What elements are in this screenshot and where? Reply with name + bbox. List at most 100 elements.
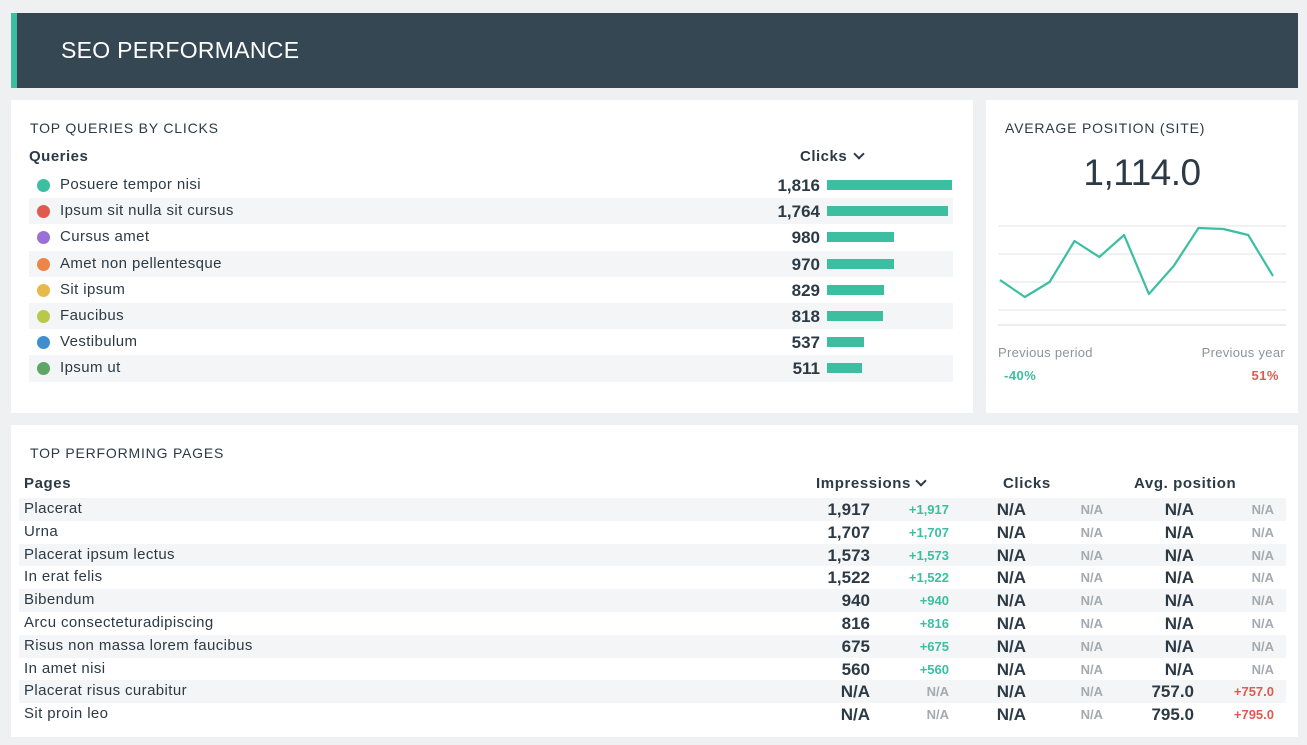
avg-position-value: 795.0 (1151, 705, 1194, 725)
clicks-change: N/A (1080, 524, 1103, 540)
pages-column-header: Pages (24, 475, 72, 492)
avg-position-change: N/A (1251, 593, 1274, 609)
table-row[interactable]: Placerat 1,917 +1,917 N/A N/A N/A N/A (19, 498, 1286, 521)
impressions-change: N/A (926, 707, 949, 723)
clicks-value: N/A (996, 545, 1026, 565)
previous-year-label: Previous year (1201, 345, 1285, 360)
table-row[interactable]: Risus non massa lorem faucibus 675 +675 N/A… (19, 634, 1286, 658)
impressions-change: +1,707 (908, 524, 949, 540)
query-label: Posuere tempor nisi (60, 176, 201, 193)
query-clicks-value: 980 (791, 228, 820, 248)
impressions-value: 816 (841, 613, 870, 633)
table-row[interactable]: Placerat ipsum lectus 1,573 +1,573 N/A N/A N/… (19, 543, 1286, 567)
avg-position-value: N/A (1164, 591, 1194, 611)
clicks-change: N/A (1080, 593, 1103, 609)
impressions-change: +940 (919, 593, 949, 609)
impressions-change: +1,917 (908, 502, 949, 517)
previous-year-change: 51% (1251, 368, 1279, 383)
clicks-header-label: Clicks (800, 148, 848, 165)
page-name: In erat felis (24, 568, 103, 586)
page-name: Arcu consecteturadipiscing (24, 613, 214, 631)
series-color-dot (37, 283, 50, 297)
list-item[interactable]: Vestibulum 537 (29, 329, 953, 355)
clicks-value: N/A (996, 659, 1026, 679)
query-clicks-bar (827, 310, 884, 321)
query-clicks-value: 537 (791, 333, 820, 353)
clicks-column-header[interactable]: Clicks (1003, 475, 1051, 492)
table-row[interactable]: Sit proin leo N/A N/A N/A N/A 795.0 +795.0 (19, 703, 1286, 726)
list-item[interactable]: Ipsum sit nulla sit cursus 1,764 (29, 198, 953, 225)
page-name: Urna (24, 522, 59, 540)
query-clicks-bar (827, 232, 895, 243)
page-name: Placerat ipsum lectus (24, 545, 175, 563)
avg-position-change: N/A (1251, 615, 1274, 631)
clicks-change: N/A (1080, 570, 1103, 586)
avg-position-change: +795.0 (1233, 707, 1274, 723)
query-label: Faucibus (60, 306, 125, 324)
query-clicks-value: 1,816 (777, 176, 820, 195)
table-row[interactable]: In erat felis 1,522 +1,522 N/A N/A N/A N/A (19, 566, 1286, 589)
clicks-value: N/A (996, 613, 1026, 633)
list-item[interactable]: Sit ipsum 829 (29, 277, 953, 303)
impressions-change: N/A (926, 684, 949, 700)
clicks-change: N/A (1080, 661, 1103, 677)
impressions-value: N/A (840, 682, 870, 702)
impressions-change: +675 (919, 638, 949, 654)
table-row[interactable]: Urna 1,707 +1,707 N/A N/A N/A N/A (19, 521, 1286, 544)
pages-table: Placerat 1,917 +1,917 N/A N/A N/A N/A Urna 1,707… (19, 498, 1286, 726)
clicks-change: N/A (1080, 547, 1103, 563)
list-item[interactable]: Faucibus 818 (29, 302, 953, 330)
page-name: Placerat (24, 500, 83, 517)
clicks-change: N/A (1080, 684, 1103, 700)
series-color-dot (37, 362, 50, 376)
query-clicks-bar (827, 284, 885, 295)
average-position-card: AVERAGE POSITION (SITE) 1,114.0 Previous… (986, 100, 1298, 413)
page-name: Risus non massa lorem faucibus (24, 636, 253, 654)
clicks-change: N/A (1080, 638, 1103, 654)
query-label: Ipsum sit nulla sit cursus (60, 202, 234, 220)
impressions-change: +816 (919, 615, 949, 631)
table-row[interactable]: Bibendum 940 +940 N/A N/A N/A N/A (19, 589, 1286, 612)
clicks-change: N/A (1080, 615, 1103, 631)
clicks-value: N/A (996, 705, 1026, 725)
query-clicks-bar (827, 337, 864, 348)
clicks-value: N/A (996, 568, 1026, 588)
list-item[interactable]: Posuere tempor nisi 1,816 (29, 172, 953, 198)
series-color-dot (37, 179, 50, 192)
query-clicks-value: 970 (791, 254, 820, 274)
card-title: TOP QUERIES BY CLICKS (30, 120, 219, 136)
table-row[interactable]: Arcu consecteturadipiscing 816 +816 N/A N/A N… (19, 612, 1286, 635)
average-position-value: 1,114.0 (1083, 152, 1201, 193)
dashboard-header: SEO PERFORMANCE (11, 13, 1298, 88)
queries-list: Posuere tempor nisi 1,816 Ipsum sit nulla … (29, 172, 953, 382)
card-title: TOP PERFORMING PAGES (30, 445, 225, 461)
avg-position-value: N/A (1164, 636, 1194, 656)
impressions-value: 1,917 (827, 500, 870, 519)
query-label: Ipsum ut (60, 359, 121, 377)
top-pages-card: TOP PERFORMING PAGES Pages Impressions C… (11, 425, 1298, 737)
avg-position-change: N/A (1251, 661, 1274, 677)
avg-position-change: +757.0 (1233, 684, 1274, 700)
query-clicks-value: 829 (791, 280, 820, 300)
table-row[interactable]: In amet nisi 560 +560 N/A N/A N/A N/A (19, 658, 1286, 681)
impressions-value: 1,573 (827, 545, 870, 565)
clicks-value: N/A (996, 500, 1026, 519)
avg-position-column-header[interactable]: Avg. position (1134, 475, 1237, 492)
query-clicks-bar (827, 258, 894, 269)
table-row[interactable]: Placerat risus curabitur N/A N/A N/A N/A 757.… (19, 680, 1286, 704)
page-name: Placerat risus curabitur (24, 682, 187, 700)
impressions-value: 940 (841, 591, 870, 611)
query-label: Sit ipsum (60, 280, 126, 298)
query-clicks-value: 511 (792, 359, 820, 379)
clicks-sort-header[interactable]: Clicks (800, 148, 865, 165)
impressions-change: +1,573 (908, 547, 949, 563)
list-item[interactable]: Amet non pellentesque 970 (29, 250, 953, 277)
avg-position-change: N/A (1251, 524, 1274, 540)
query-clicks-bar (827, 363, 863, 374)
avg-position-change: N/A (1251, 547, 1274, 563)
list-item[interactable]: Cursus amet 980 (29, 224, 953, 250)
list-item[interactable]: Ipsum ut 511 (29, 355, 953, 382)
query-clicks-value: 818 (791, 306, 820, 326)
chevron-down-icon (915, 475, 927, 487)
impressions-sort-header[interactable]: Impressions (816, 475, 927, 492)
